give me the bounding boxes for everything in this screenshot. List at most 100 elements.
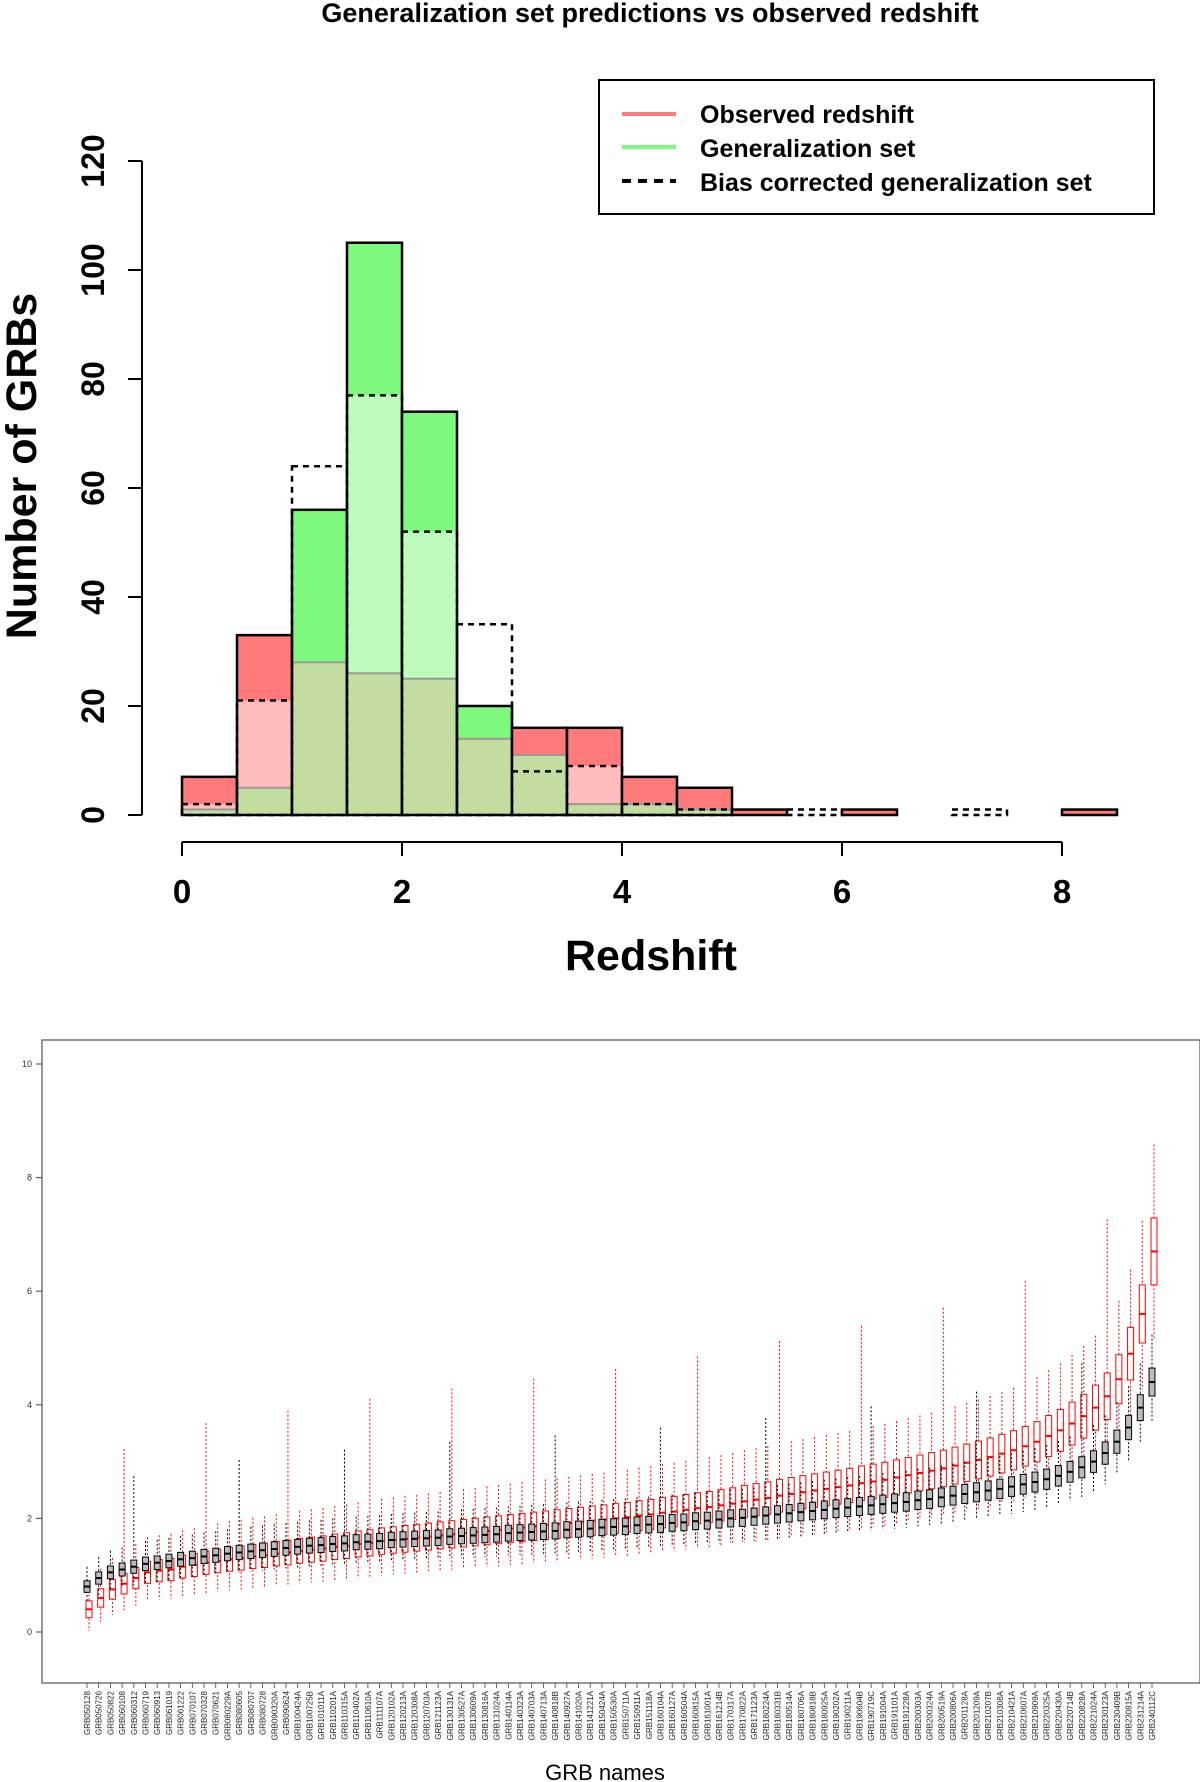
histogram-bar-dominant — [622, 776, 677, 805]
boxplot-x-tick-label: GRB131024A — [493, 1690, 502, 1740]
boxplot-x-tick-label: GRB180514A — [785, 1690, 794, 1740]
boxplot-x-tick-label: GRB190604B — [855, 1691, 864, 1740]
histogram-y-label: Number of GRBs — [0, 293, 46, 639]
boxplot-x-tick-label: GRB120703A — [422, 1690, 431, 1740]
boxplot-x-tick-label: GRB150911A — [633, 1690, 642, 1739]
histogram-title: Generalization set predictions vs observ… — [321, 0, 978, 28]
boxplot-x-tick-label: GRB130609A — [469, 1690, 478, 1740]
boxplot-x-label: GRB names — [545, 1760, 665, 1782]
histogram-bias-bar — [400, 530, 459, 817]
boxplot-x-tick-label: GRB050822 — [106, 1690, 115, 1735]
boxplot-x-tick-label: GRB050128 — [83, 1690, 92, 1735]
histogram-bar-overlap — [622, 804, 677, 815]
histogram-bar-outline — [1060, 808, 1119, 817]
histogram-bar-dominant — [732, 809, 787, 815]
boxplot-x-tick-label: GRB180925A — [820, 1690, 829, 1740]
histogram-x-tick-label: 0 — [173, 873, 191, 910]
boxplot-x-tick-label: GRB210421A — [1008, 1690, 1017, 1740]
boxplot-x-tick-label: GRB200324A — [926, 1690, 935, 1740]
boxplot-x-tick-label: GRB150530A — [610, 1690, 619, 1740]
boxplot-x-tick-label: GRB110402A — [352, 1690, 361, 1739]
histogram-bar-tint — [237, 700, 292, 788]
histogram-bar-dominant — [1062, 809, 1117, 815]
boxplot-x-tick-label: GRB170317A — [727, 1690, 736, 1740]
boxplot-x-tick-label: GRB100725B — [305, 1691, 314, 1740]
boxplot-x-tick-label: GRB191228A — [902, 1690, 911, 1740]
boxplot-x-tick-label: GRB130816A — [481, 1690, 490, 1740]
histogram-y-tick-label: 20 — [75, 688, 111, 724]
boxplot-y-tick-label: 10 — [22, 1059, 32, 1069]
boxplot-x-tick-label: GRB061019 — [165, 1690, 174, 1735]
boxplot-x-tick-label: GRB160127A — [668, 1690, 677, 1740]
boxplot-frame — [41, 1039, 1200, 1684]
boxplot-x-tick-label: GRB161214B — [715, 1691, 724, 1740]
boxplot-x-tick-label: GRB180224A — [762, 1690, 771, 1740]
histogram-y-tick-label: 60 — [75, 470, 111, 506]
histogram-bias-bar — [290, 464, 349, 817]
boxplot-x-tick-label: GRB090320A — [270, 1690, 279, 1740]
histogram-y-tick-label: 40 — [75, 579, 111, 615]
histogram-y-tick-label: 120 — [75, 134, 111, 187]
histogram-bar-dominant — [842, 809, 897, 815]
boxplot-x-tick-label: GRB210909A — [1031, 1690, 1040, 1740]
boxplot-x-tick-label: GRB140703A — [528, 1690, 537, 1740]
histogram-bars — [180, 241, 1119, 817]
boxplot-x-tick-label: GRB140323A — [516, 1690, 525, 1740]
boxplot-x-tick-label: GRB190719C — [867, 1691, 876, 1741]
boxplot-x-tick-label: GRB141020A — [575, 1690, 584, 1740]
histogram-bar-overlap — [677, 809, 732, 815]
boxplot-x-tick-label: GRB220430A — [1054, 1690, 1063, 1740]
legend-label-generalization: Generalization set — [700, 135, 916, 163]
histogram-bar-dominant — [512, 727, 567, 756]
boxplot-x-tick-label: GRB160815A — [692, 1690, 701, 1740]
histogram-x-tick-label: 2 — [393, 873, 411, 910]
boxplot-x-tick-label: GRB061222 — [177, 1690, 186, 1735]
boxplot-x-tick-label: GRB080605 — [235, 1690, 244, 1735]
legend-label-observed: Observed redshift — [700, 101, 915, 129]
boxplot-y-axis: 0 2 4 6 8 10 — [22, 1059, 42, 1637]
boxplot-x-tick-label: GRB070107 — [188, 1690, 197, 1735]
boxplot-x-tick-label: GRB161001A — [703, 1690, 712, 1740]
boxplot-x-tick-label: GRB080728 — [259, 1690, 268, 1735]
boxplot-x-tick-label: GRB180706A — [797, 1690, 806, 1740]
boxplot-y-tick-label: 0 — [27, 1627, 32, 1637]
boxplot-x-tick-label: GRB111107A — [376, 1690, 385, 1738]
boxplot-x-tick-label: GRB060719 — [142, 1690, 151, 1735]
boxplot-y-tick-label: 6 — [27, 1286, 32, 1296]
boxplot-x-tick-label: GRB080707 — [247, 1690, 256, 1735]
boxplot-x-tick-label: GRB110201A — [329, 1690, 338, 1739]
boxplot-x-tick-label: GRB220714B — [1066, 1691, 1075, 1740]
boxplot-x-tick-label: GRB190202A — [832, 1690, 841, 1740]
histogram-bar-overlap — [182, 809, 237, 815]
boxplot-x-tick-label: GRB150711A — [621, 1690, 630, 1739]
boxplot-y-tick-label: 2 — [27, 1513, 32, 1523]
histogram-x-tick-label: 4 — [613, 873, 632, 910]
legend-box — [598, 79, 1155, 215]
boxplot-x-tick-labels: GRB050128 GRB050726 GRB050822 GRB060108 GRB0… — [83, 1683, 1157, 1741]
boxplot-y-tick-label: 8 — [27, 1173, 32, 1183]
boxplot-x-tick-label: GRB230409B — [1113, 1691, 1122, 1740]
histogram-panel: Generalization set predictions vs observ… — [0, 0, 1155, 980]
boxplot-x-tick-label: GRB060913 — [153, 1690, 162, 1735]
boxplot-x-tick-label: GRB150424A — [598, 1690, 607, 1740]
histogram-y-tick-label: 80 — [75, 361, 111, 397]
boxplot-x-tick-label: GRB220325A — [1043, 1690, 1052, 1740]
histogram-y-axis: 0 20 40 60 80 100 120 — [75, 134, 143, 824]
boxplot-x-tick-label: GRB220828A — [1078, 1690, 1087, 1740]
boxplot-x-tick-label: GRB191004A — [879, 1690, 888, 1740]
boxplot-x-tick-label: GRB210207B — [984, 1691, 993, 1740]
histogram-bar-dominant — [677, 787, 732, 810]
histogram-bias-bar — [950, 808, 1009, 817]
histogram-bar-dominant — [457, 706, 512, 739]
boxplot-x-tick-label: GRB070621 — [212, 1690, 221, 1735]
boxplot-x-tick-label: GRB101011A — [317, 1690, 326, 1739]
histogram-bar-dominant — [292, 509, 347, 663]
boxplot-x-tick-label: GRB160504A — [680, 1690, 689, 1740]
boxplot-x-tick-label: GRB140114A — [504, 1690, 513, 1739]
boxplot-series — [83, 1144, 1158, 1632]
boxplot-x-tick-label: GRB210308A — [996, 1690, 1005, 1740]
boxplot-x-tick-label: GRB190211A — [844, 1690, 853, 1739]
boxplot-x-tick-label: GRB140713A — [539, 1690, 548, 1740]
